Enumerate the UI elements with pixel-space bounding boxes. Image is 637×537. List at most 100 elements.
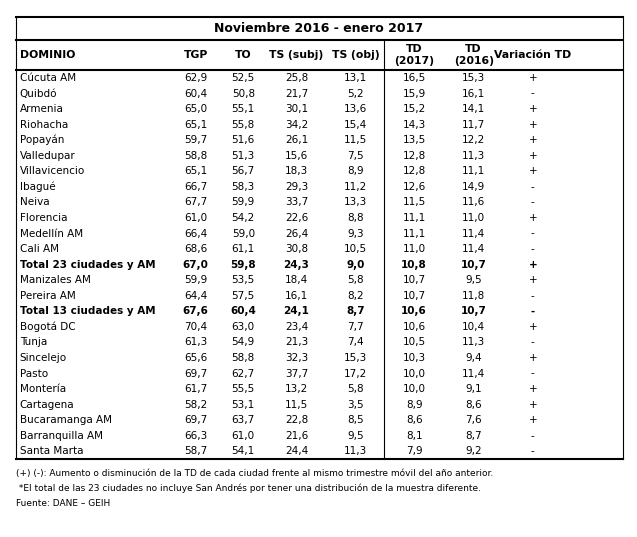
Text: 59,8: 59,8 (231, 260, 256, 270)
Text: 11,3: 11,3 (462, 337, 485, 347)
Text: 58,3: 58,3 (232, 182, 255, 192)
Text: 8,6: 8,6 (466, 400, 482, 410)
Text: 15,6: 15,6 (285, 151, 308, 161)
Text: 55,1: 55,1 (232, 104, 255, 114)
Text: 12,8: 12,8 (403, 151, 426, 161)
Text: Valledupar: Valledupar (20, 151, 76, 161)
Text: 65,0: 65,0 (184, 104, 207, 114)
Text: 21,6: 21,6 (285, 431, 308, 441)
Text: 50,8: 50,8 (232, 89, 255, 99)
Text: 30,8: 30,8 (285, 244, 308, 254)
Text: 16,1: 16,1 (462, 89, 485, 99)
Text: 65,1: 65,1 (184, 166, 207, 176)
Text: 9,3: 9,3 (347, 229, 364, 238)
Text: -: - (531, 337, 534, 347)
Text: 67,6: 67,6 (183, 306, 208, 316)
Text: 21,7: 21,7 (285, 89, 308, 99)
Text: +: + (529, 166, 537, 176)
Text: +: + (529, 322, 537, 332)
Text: 61,7: 61,7 (184, 384, 207, 394)
Text: 65,1: 65,1 (184, 120, 207, 129)
Text: 11,0: 11,0 (462, 213, 485, 223)
Text: 5,8: 5,8 (347, 275, 364, 285)
Text: 61,0: 61,0 (232, 431, 255, 441)
Text: 12,6: 12,6 (403, 182, 426, 192)
Text: 11,0: 11,0 (403, 244, 426, 254)
Text: Barranquilla AM: Barranquilla AM (20, 431, 103, 441)
Text: 12,2: 12,2 (462, 135, 485, 145)
Text: -: - (531, 244, 534, 254)
Text: Pasto: Pasto (20, 368, 48, 379)
Text: 11,5: 11,5 (285, 400, 308, 410)
Text: Total 23 ciudades y AM: Total 23 ciudades y AM (20, 260, 155, 270)
Text: 15,2: 15,2 (403, 104, 426, 114)
Text: 10,7: 10,7 (403, 275, 426, 285)
Text: 11,1: 11,1 (403, 213, 426, 223)
Text: 9,2: 9,2 (466, 446, 482, 456)
Text: 10,5: 10,5 (403, 337, 426, 347)
Text: 8,9: 8,9 (347, 166, 364, 176)
Text: 15,4: 15,4 (344, 120, 367, 129)
Text: 10,7: 10,7 (461, 306, 487, 316)
Text: 10,6: 10,6 (401, 306, 427, 316)
Text: -: - (531, 306, 535, 316)
Text: 63,0: 63,0 (232, 322, 255, 332)
Text: +: + (529, 384, 537, 394)
Text: 15,3: 15,3 (462, 73, 485, 83)
Text: 13,5: 13,5 (403, 135, 426, 145)
Text: 12,8: 12,8 (403, 166, 426, 176)
Text: 9,1: 9,1 (466, 384, 482, 394)
Text: 8,5: 8,5 (347, 415, 364, 425)
Text: +: + (529, 353, 537, 363)
Text: 18,3: 18,3 (285, 166, 308, 176)
Text: Popayán: Popayán (20, 135, 64, 146)
Text: 66,4: 66,4 (184, 229, 207, 238)
Text: 58,8: 58,8 (232, 353, 255, 363)
Text: 7,9: 7,9 (406, 446, 422, 456)
Text: 21,3: 21,3 (285, 337, 308, 347)
Text: 22,6: 22,6 (285, 213, 308, 223)
Text: 62,9: 62,9 (184, 73, 207, 83)
Text: 24,3: 24,3 (283, 260, 310, 270)
Text: TD
(2016): TD (2016) (454, 45, 494, 66)
Text: 10,7: 10,7 (461, 260, 487, 270)
Text: 16,5: 16,5 (403, 73, 426, 83)
Text: 23,4: 23,4 (285, 322, 308, 332)
Text: 9,5: 9,5 (347, 431, 364, 441)
Text: 11,7: 11,7 (462, 120, 485, 129)
Text: 11,3: 11,3 (462, 151, 485, 161)
Text: 5,8: 5,8 (347, 384, 364, 394)
Text: 7,4: 7,4 (347, 337, 364, 347)
Text: 70,4: 70,4 (184, 322, 207, 332)
Text: 54,1: 54,1 (232, 446, 255, 456)
Text: 67,0: 67,0 (183, 260, 208, 270)
Text: 24,1: 24,1 (283, 306, 310, 316)
Text: 11,4: 11,4 (462, 368, 485, 379)
Text: TS (subj): TS (subj) (269, 50, 324, 60)
Text: 14,1: 14,1 (462, 104, 485, 114)
Text: Pereira AM: Pereira AM (20, 291, 76, 301)
Text: 57,5: 57,5 (232, 291, 255, 301)
Text: 64,4: 64,4 (184, 291, 207, 301)
Text: 67,7: 67,7 (184, 198, 207, 207)
Text: 55,8: 55,8 (232, 120, 255, 129)
Text: -: - (531, 198, 534, 207)
Text: 60,4: 60,4 (184, 89, 207, 99)
Text: 22,8: 22,8 (285, 415, 308, 425)
Text: 11,5: 11,5 (403, 198, 426, 207)
Text: 69,7: 69,7 (184, 368, 207, 379)
Text: 11,5: 11,5 (344, 135, 367, 145)
Text: 59,9: 59,9 (184, 275, 207, 285)
Text: 15,9: 15,9 (403, 89, 426, 99)
Text: +: + (529, 104, 537, 114)
Text: 51,6: 51,6 (232, 135, 255, 145)
Text: +: + (529, 135, 537, 145)
Text: 8,1: 8,1 (406, 431, 422, 441)
Text: 29,3: 29,3 (285, 182, 308, 192)
Text: -: - (531, 431, 534, 441)
Text: TGP: TGP (183, 50, 208, 60)
Text: 11,4: 11,4 (462, 229, 485, 238)
Text: +: + (529, 73, 537, 83)
Text: 13,3: 13,3 (344, 198, 367, 207)
Text: 69,7: 69,7 (184, 415, 207, 425)
